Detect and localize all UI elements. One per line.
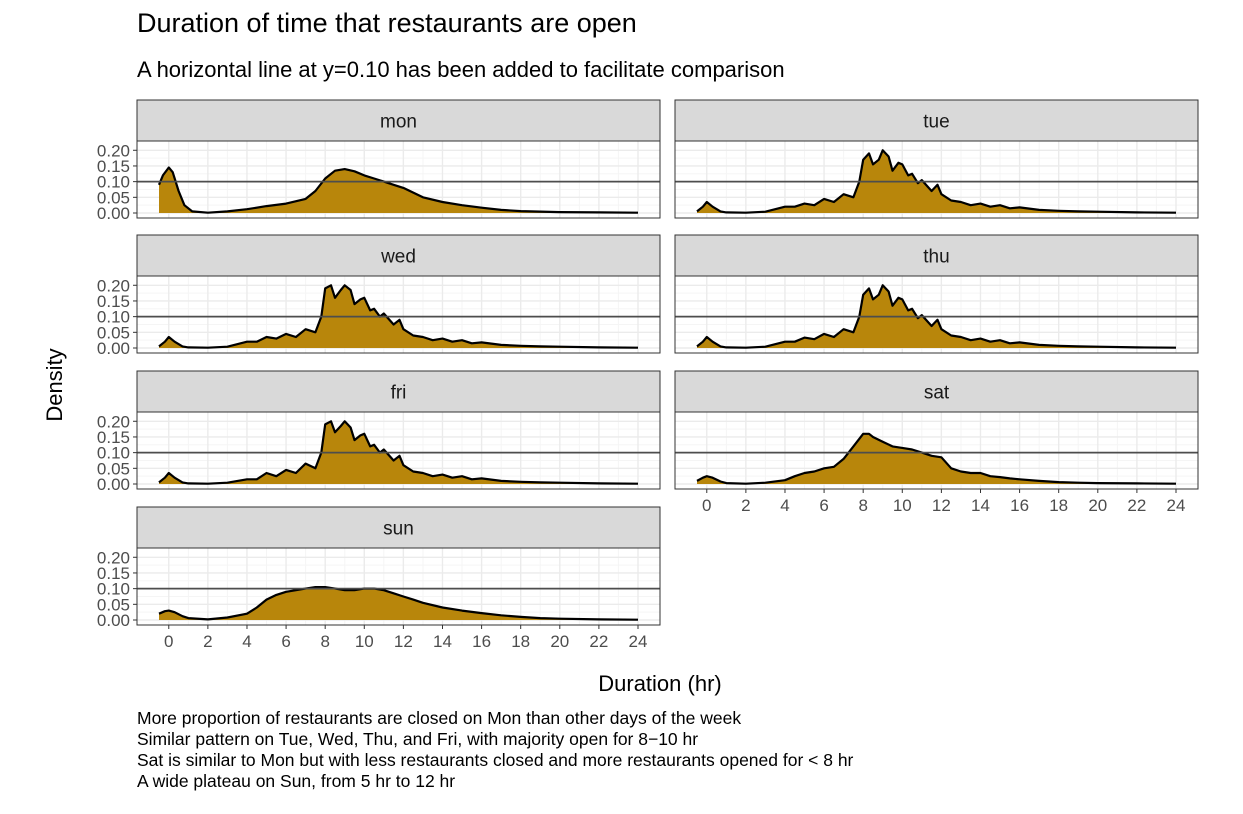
x-tick-label: 4	[242, 632, 251, 651]
x-axis-title: Duration (hr)	[598, 671, 721, 696]
facet-strip-label: wed	[380, 247, 416, 268]
y-tick-label: 0.10	[97, 580, 130, 599]
x-tick-label: 8	[320, 632, 329, 651]
x-tick-label: 8	[858, 496, 867, 515]
x-tick-label: 22	[1127, 496, 1146, 515]
caption-line: More proportion of restaurants are close…	[137, 708, 742, 728]
x-tick-label: 14	[433, 632, 452, 651]
facet-panel-wed: wed 0.000.050.100.150.20	[97, 234, 661, 358]
facet-panel-fri: fri 0.000.050.100.150.20	[97, 370, 661, 494]
x-tick-label: 10	[355, 632, 374, 651]
panel-border	[136, 275, 661, 354]
y-tick-label: 0.15	[97, 292, 130, 311]
density-line-mon	[157, 166, 639, 214]
x-tick-label: 20	[550, 632, 569, 651]
chart-caption: More proportion of restaurants are close…	[137, 708, 853, 792]
facet-panel-mon: mon 0.000.050.100.150.20	[97, 99, 661, 223]
panel-border	[674, 140, 1199, 219]
density-area-sun	[159, 587, 638, 620]
density-line-tue	[696, 149, 1177, 214]
y-tick-label: 0.00	[97, 339, 130, 358]
x-tick-label: 10	[893, 496, 912, 515]
density-area-mon	[159, 167, 638, 213]
y-tick-label: 0.10	[97, 444, 130, 463]
y-axis-title: Density	[42, 348, 67, 421]
y-tick-label: 0.10	[97, 173, 130, 192]
panel-border	[136, 547, 661, 626]
density-area-fri	[159, 421, 638, 484]
facet-strip-label: tue	[923, 112, 949, 133]
x-tick-label: 2	[741, 496, 750, 515]
density-area-tue	[697, 150, 1176, 213]
density-line-sat	[696, 432, 1177, 485]
facet-panel-tue: tue	[674, 99, 1199, 219]
chart-title: Duration of time that restaurants are op…	[137, 8, 637, 38]
chart-subtitle: A horizontal line at y=0.10 has been add…	[137, 57, 785, 82]
y-tick-label: 0.15	[97, 157, 130, 176]
x-tick-label: 6	[281, 632, 290, 651]
y-tick-label: 0.10	[97, 308, 130, 327]
y-tick-label: 0.15	[97, 428, 130, 447]
y-tick-label: 0.05	[97, 323, 130, 342]
x-tick-label: 2	[203, 632, 212, 651]
x-tick-label: 4	[780, 496, 789, 515]
caption-line: A wide plateau on Sun, from 5 hr to 12 h…	[137, 771, 456, 791]
x-tick-label: 18	[511, 632, 530, 651]
facet-panel-thu: thu	[674, 234, 1199, 354]
y-tick-label: 0.00	[97, 475, 130, 494]
x-tick-label: 6	[819, 496, 828, 515]
facet-strip-label: sun	[383, 519, 414, 540]
facet-strip	[674, 370, 1199, 413]
density-area-thu	[697, 285, 1176, 348]
y-tick-label: 0.20	[97, 276, 130, 295]
y-tick-label: 0.00	[97, 204, 130, 223]
density-line-fri	[158, 420, 639, 485]
x-tick-label: 0	[702, 496, 711, 515]
panel-border	[136, 140, 661, 219]
x-tick-label: 16	[1010, 496, 1029, 515]
caption-line: Similar pattern on Tue, Wed, Thu, and Fr…	[137, 729, 699, 749]
y-tick-label: 0.20	[97, 141, 130, 160]
x-tick-label: 18	[1049, 496, 1068, 515]
panel-border	[674, 411, 1199, 490]
x-tick-label: 24	[629, 632, 648, 651]
facet-strip	[136, 506, 661, 549]
x-tick-label: 0	[164, 632, 173, 651]
density-line-thu	[696, 284, 1177, 349]
y-tick-label: 0.15	[97, 564, 130, 583]
facet-strip-label: sat	[924, 383, 950, 404]
facet-strip	[674, 99, 1199, 142]
x-tick-label: 16	[472, 632, 491, 651]
x-tick-label: 24	[1167, 496, 1186, 515]
panel-border	[136, 411, 661, 490]
x-tick-label: 14	[971, 496, 990, 515]
x-tick-label: 22	[589, 632, 608, 651]
y-tick-label: 0.00	[97, 611, 130, 630]
caption-line: Sat is similar to Mon but with less rest…	[137, 750, 854, 770]
y-tick-label: 0.20	[97, 412, 130, 431]
panel-border	[674, 275, 1199, 354]
y-tick-label: 0.05	[97, 595, 130, 614]
density-line-wed	[158, 284, 639, 349]
facet-strip-label: fri	[391, 383, 407, 404]
facet-strip-label: mon	[380, 112, 417, 133]
y-tick-label: 0.05	[97, 459, 130, 478]
y-tick-label: 0.05	[97, 188, 130, 207]
x-tick-label: 20	[1088, 496, 1107, 515]
density-area-wed	[159, 285, 638, 348]
facet-strip-label: thu	[923, 247, 949, 268]
x-tick-label: 12	[932, 496, 951, 515]
faceted-density-chart: mon0.000.050.100.150.20tuewed0.000.050.1…	[42, 99, 1199, 696]
x-tick-label: 12	[394, 632, 413, 651]
y-tick-label: 0.20	[97, 548, 130, 567]
